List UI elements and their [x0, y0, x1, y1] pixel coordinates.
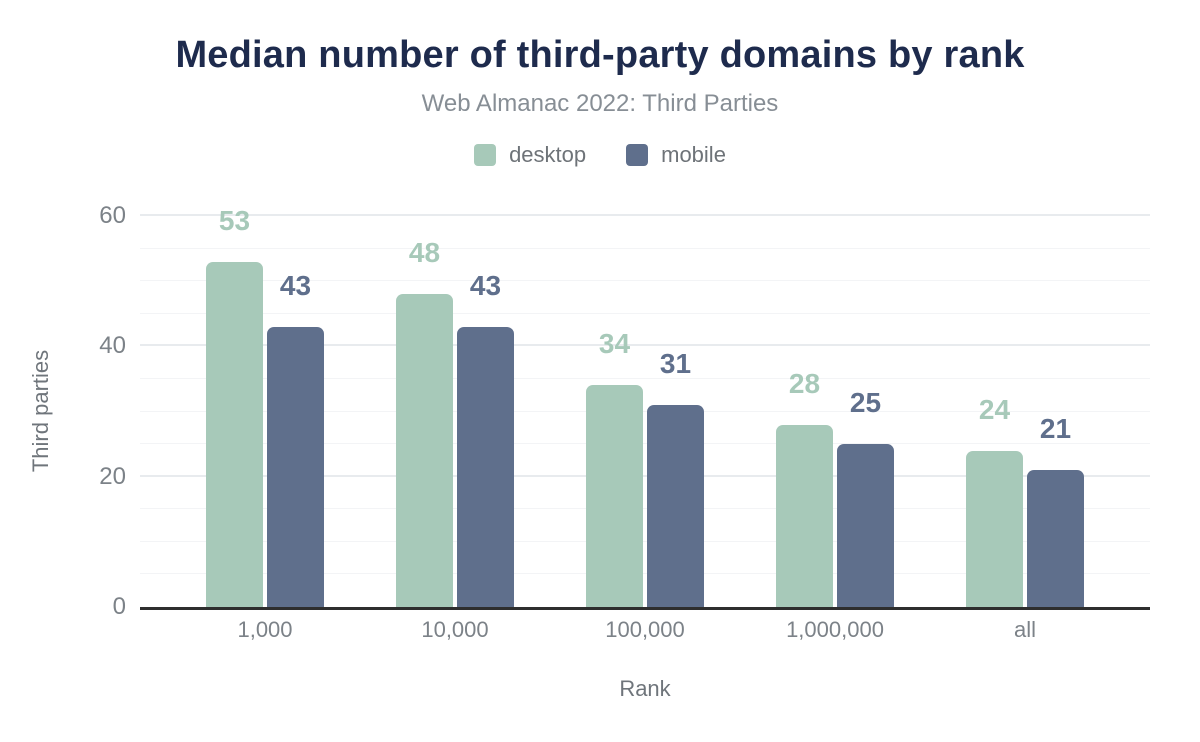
- bar-value-label-mobile-all: 21: [1039, 413, 1072, 445]
- x-label-all: all: [1013, 617, 1036, 642]
- bar-desktop-10,000: 48: [396, 239, 453, 607]
- x-label-10,000: 10,000: [421, 617, 489, 642]
- gridline-40: [140, 344, 1150, 347]
- gridline-45: [140, 312, 1150, 314]
- bar-groups: 53 43 48 43 34 31 28 25 24 21: [140, 206, 1150, 607]
- bar-value-label-desktop-10,000: 48: [408, 237, 441, 269]
- legend-swatch-mobile: [626, 144, 649, 166]
- bar-value-label-mobile-1,000: 43: [279, 269, 312, 301]
- bar-group-1,000,000: 28 25: [740, 216, 930, 607]
- plot-area: 53 43 48 43 34 31 28 25 24 21: [140, 206, 1150, 610]
- y-tick-60: 60: [99, 202, 126, 229]
- y-axis-ticks: 0 20 40 60: [0, 204, 126, 619]
- gridline-20: [140, 474, 1150, 477]
- y-tick-40: 40: [99, 332, 126, 360]
- bar-group-100,000: 34 31: [550, 216, 740, 607]
- bar-desktop-1,000,000: 28: [776, 369, 833, 607]
- bar-mobile-10,000: 43: [457, 271, 514, 607]
- x-label-1,000,000: 1,000,000: [786, 617, 884, 642]
- bar-value-label-desktop-100,000: 34: [598, 328, 631, 360]
- bar-mobile-100,000: 31: [647, 349, 704, 607]
- legend-label-desktop: desktop: [509, 142, 587, 167]
- bar-value-label-mobile-100,000: 31: [659, 347, 692, 379]
- legend-swatch-desktop: [474, 144, 497, 166]
- gridline-60: [140, 214, 1150, 216]
- x-label-100,000: 100,000: [605, 617, 685, 642]
- legend-label-mobile: mobile: [661, 142, 726, 167]
- bar-group-all: 24 21: [930, 216, 1120, 607]
- bar-desktop-all: 24: [966, 395, 1023, 607]
- y-tick-20: 20: [99, 462, 126, 490]
- gridline-25: [140, 443, 1150, 445]
- gridline-10: [140, 540, 1150, 542]
- bar-value-label-mobile-10,000: 43: [469, 269, 502, 301]
- gridline-35: [140, 377, 1150, 379]
- bar-value-label-mobile-1,000,000: 25: [849, 387, 882, 419]
- bar-mobile-all: 21: [1027, 415, 1084, 607]
- bar-mobile-1,000: 43: [267, 271, 324, 607]
- bar-group-1,000: 53 43: [170, 206, 360, 607]
- chart-subtitle: Web Almanac 2022: Third Parties: [421, 90, 779, 117]
- bar-desktop-1,000: 53: [206, 206, 263, 607]
- chart-legend: desktop mobile: [0, 142, 1200, 168]
- gridline-30: [140, 410, 1150, 412]
- x-axis-title: Rank: [619, 676, 671, 701]
- bar-value-label-desktop-1,000: 53: [218, 204, 251, 236]
- bar-value-label-desktop-1,000,000: 28: [788, 367, 821, 399]
- chart-title: Median number of third-party domains by …: [175, 34, 1025, 76]
- gridline-55: [140, 247, 1150, 249]
- bar-group-10,000: 48 43: [360, 216, 550, 607]
- x-label-1,000: 1,000: [237, 617, 293, 642]
- gridline-5: [140, 573, 1150, 575]
- bar-value-label-desktop-all: 24: [978, 393, 1011, 425]
- x-axis-labels: 1,000 10,000 100,000 1,000,000 all: [140, 617, 1150, 643]
- legend-item-mobile: mobile: [626, 142, 726, 168]
- y-tick-0: 0: [112, 593, 126, 620]
- legend-item-desktop: desktop: [474, 142, 586, 168]
- bar-desktop-100,000: 34: [586, 330, 643, 607]
- gridline-15: [140, 508, 1150, 510]
- bar-mobile-1,000,000: 25: [837, 389, 894, 607]
- gridline-50: [140, 280, 1150, 282]
